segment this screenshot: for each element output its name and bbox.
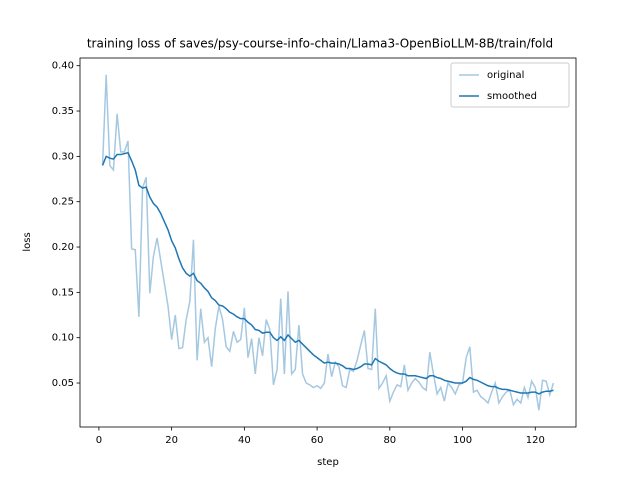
line-1 bbox=[101, 151, 554, 395]
y-tick-label: 0.05 bbox=[52, 378, 74, 389]
x-tick-label: 120 bbox=[526, 435, 545, 446]
x-axis-label: step bbox=[317, 457, 339, 468]
x-tick-label: 40 bbox=[238, 435, 251, 446]
y-tick-label: 0.20 bbox=[52, 242, 74, 253]
x-tick-label: 60 bbox=[311, 435, 324, 446]
x-tick-label: 80 bbox=[383, 435, 396, 446]
y-tick-label: 0.25 bbox=[52, 197, 74, 208]
line-0 bbox=[101, 74, 555, 411]
legend-label: smoothed bbox=[487, 91, 537, 102]
x-tick-label: 100 bbox=[453, 435, 472, 446]
x-tick-label: 0 bbox=[96, 435, 102, 446]
chart-title: training loss of saves/psy-course-info-c… bbox=[87, 37, 553, 51]
y-tick-label: 0.35 bbox=[52, 106, 74, 117]
legend-label: original bbox=[487, 70, 524, 81]
plot-frame bbox=[79, 57, 577, 428]
legend-box bbox=[450, 62, 570, 108]
y-tick-label: 0.15 bbox=[52, 287, 74, 298]
y-axis-label: loss bbox=[22, 232, 33, 251]
x-tick-label: 20 bbox=[165, 435, 178, 446]
y-tick-label: 0.30 bbox=[52, 151, 74, 162]
y-tick-label: 0.10 bbox=[52, 333, 74, 344]
y-tick-label: 0.40 bbox=[52, 61, 74, 72]
